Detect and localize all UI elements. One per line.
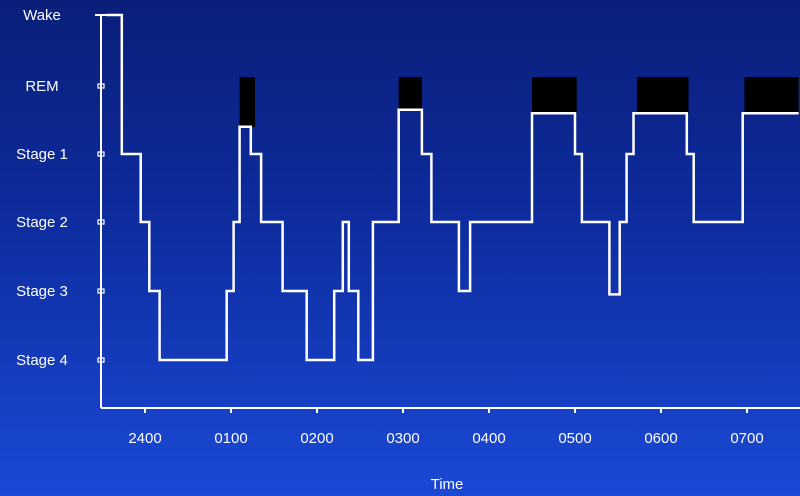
rem-block-4: [636, 77, 689, 114]
y-ticks: Stage 4 Stage 3 Stage 2 Stage 1 REM Wake: [16, 7, 107, 369]
x-tick-label: 0300: [386, 430, 419, 447]
y-tick-label: Wake: [23, 7, 61, 24]
rem-block-3: [532, 77, 577, 114]
y-tick-label: REM: [25, 78, 58, 95]
x-axis-title: Time: [431, 476, 464, 493]
x-tick-label: 0100: [214, 430, 247, 447]
x-tick-label: 0200: [300, 430, 333, 447]
y-tick-label: Stage 4: [16, 352, 68, 369]
y-tick-label: Stage 3: [16, 283, 68, 300]
x-tick-label: 0400: [472, 430, 505, 447]
y-tick-mark: [97, 357, 105, 363]
axes: [100, 14, 800, 409]
y-tick-mark: [97, 151, 105, 157]
rem-block-2: [398, 77, 422, 110]
x-ticks: 2400 0100 0200 0300 0400 0500 0600 0700: [128, 408, 764, 447]
x-tick-label: 0700: [730, 430, 763, 447]
x-tick-label: 2400: [128, 430, 161, 447]
rem-blocks: [239, 77, 799, 127]
y-tick-mark: [97, 83, 105, 89]
y-tick-mark: [97, 288, 105, 294]
rem-block-5: [744, 77, 799, 114]
x-tick-label: 0500: [558, 430, 591, 447]
y-tick-mark: [97, 219, 105, 225]
y-tick-label: Stage 2: [16, 214, 68, 231]
x-tick-label: 0600: [644, 430, 677, 447]
sleep-stage-line: [106, 13, 799, 362]
y-tick-label: Stage 1: [16, 146, 68, 163]
rem-block-1: [239, 77, 256, 127]
